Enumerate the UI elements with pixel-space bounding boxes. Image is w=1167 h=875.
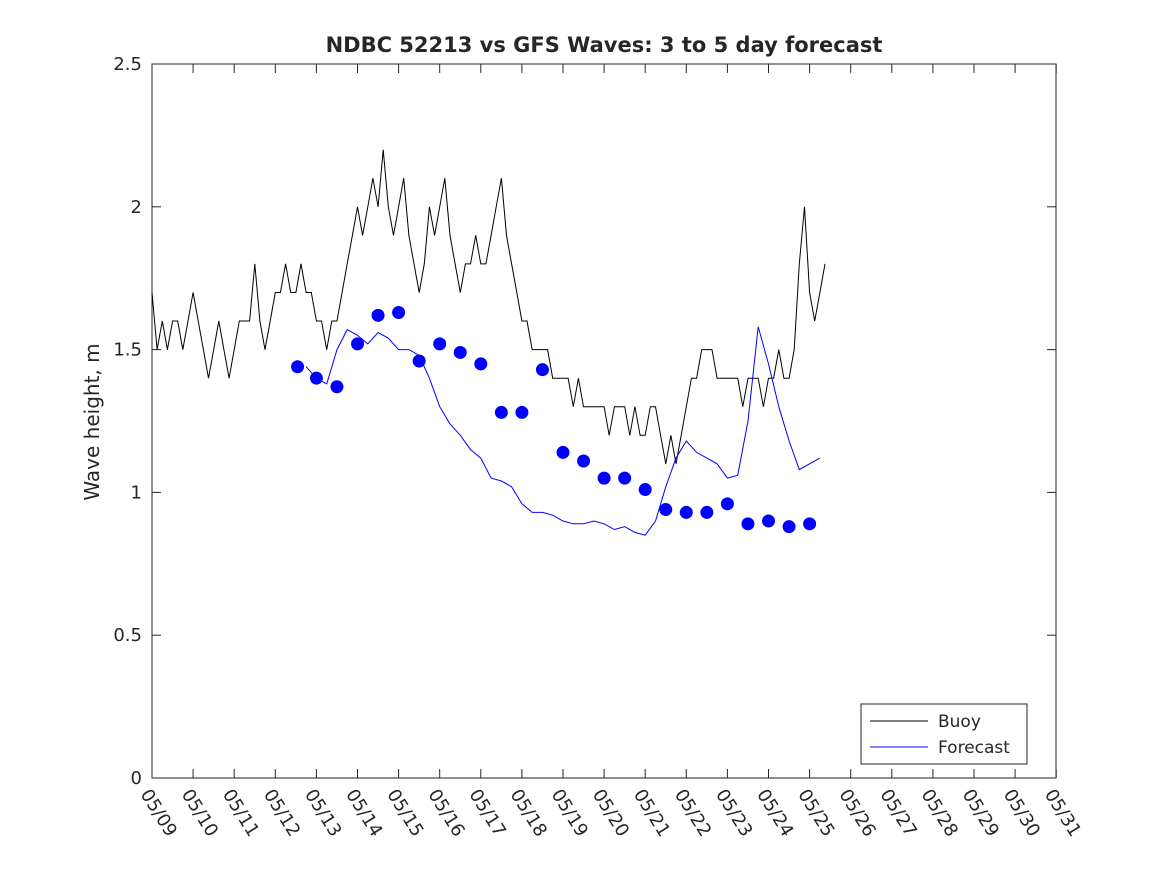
forecast-point-marker: [371, 308, 385, 322]
y-axis-label: Wave height, m: [80, 343, 104, 500]
forecast-point-marker: [309, 371, 323, 385]
forecast-point-marker: [618, 471, 632, 485]
y-axis-ticks: 0 0.5 1 1.5 2 2.5: [113, 54, 1056, 789]
legend-box: [860, 703, 1028, 765]
plot-area: [151, 63, 1057, 779]
legend-buoy-label: Buoy: [938, 712, 981, 732]
forecast-point-marker: [659, 503, 673, 517]
y-tick-label: 0.5: [113, 625, 142, 646]
forecast-point-marker: [515, 405, 529, 419]
forecast-point-marker: [392, 305, 406, 319]
forecast-point-marker: [679, 505, 693, 519]
forecast-point-marker: [474, 357, 488, 371]
forecast-point-marker: [453, 345, 467, 359]
forecast-point-marker: [700, 505, 714, 519]
y-tick-label: 1.5: [113, 340, 142, 361]
y-tick-label: 1: [131, 482, 142, 503]
forecast-point-marker: [291, 360, 305, 374]
forecast-point-marker: [762, 514, 775, 528]
forecast-point-marker: [577, 454, 591, 468]
forecast-point-marker: [782, 520, 796, 534]
chart-title: NDBC 52213 vs GFS Waves: 3 to 5 day fore…: [326, 33, 883, 57]
forecast-point-marker: [556, 445, 570, 459]
forecast-point-marker: [638, 483, 652, 497]
forecast-point-marker: [803, 517, 817, 531]
forecast-point-marker: [351, 337, 364, 351]
y-tick-label: 2: [131, 197, 142, 218]
forecast-point-marker: [741, 517, 755, 531]
buoy-series-line: [151, 149, 826, 464]
forecast-series-line: [305, 326, 821, 536]
forecast-point-marker: [433, 337, 447, 351]
forecast-point-marker: [412, 354, 426, 368]
series-layer: [151, 149, 826, 536]
forecast-point-marker: [597, 471, 611, 485]
y-tick-label: 2.5: [113, 54, 142, 75]
forecast-point-marker: [720, 497, 734, 511]
legend-forecast-label: Forecast: [938, 738, 1010, 758]
forecast-point-marker: [494, 405, 508, 419]
forecast-point-marker: [535, 363, 549, 377]
legend: Buoy Forecast: [860, 703, 1028, 765]
forecast-point-marker: [330, 380, 344, 394]
y-tick-label: 0: [131, 768, 142, 789]
